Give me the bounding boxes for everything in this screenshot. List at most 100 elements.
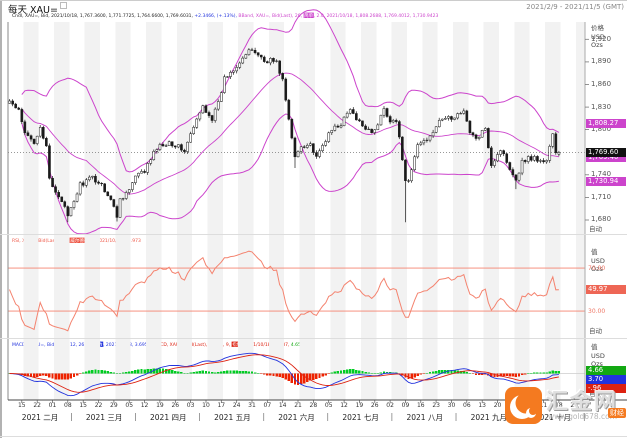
month-label: 2021 二月 [21,413,59,422]
macd-axis-header: 值 USD Ozs [591,343,605,369]
rsi-line-label: 70.00 [588,265,606,273]
day-tick-label: 07 [263,402,272,409]
month-label: 2021 六月 [278,413,315,422]
day-tick-label: 15 [17,402,26,409]
price-tick-label: 1,830 [591,102,612,111]
day-tick-label: 29 [110,402,118,409]
macd-axis-unit: Ozs [591,360,603,368]
day-tick-label: 05 [324,402,333,409]
price-axis-currency: USD [591,32,605,41]
month-label: 2021 八月 [406,413,443,422]
price-axis-unit: Ozs [591,41,603,49]
rsi-axis-title: 值 [591,248,598,256]
rsi-axis-unit: Ozs [591,265,603,273]
day-tick-label: 08 [64,402,72,409]
day-tick-label: 17 [217,402,226,409]
day-tick-label: 19 [355,402,364,409]
day-tick-label: 16 [416,402,425,409]
rsi-axis-currency: USD [591,256,605,265]
month-label: 2021 十月 [534,413,572,422]
price-axis-badge: 1,769.60 [586,148,626,158]
price-tick-label: 1,920 [591,34,612,43]
day-tick-label: 23 [432,402,440,409]
day-tick-label: 21 [294,402,302,409]
day-tick-label: 12 [340,402,348,409]
macd-axis-badge: 4.66 [586,366,626,376]
month-label: 2021 四月 [150,413,187,422]
day-tick-label: 31 [248,402,256,409]
legend-bband-values: , 2.0, 2021/10/18, 1,808.2688, 1,769.401… [313,12,439,18]
day-tick-label: 12 [140,402,149,409]
price-tick-label: 1,860 [591,79,612,88]
day-tick-label: 02 [386,402,394,409]
date-range-label: 2021/2/9 - 2021/11/5 (GMT) [526,3,624,11]
month-separator: | [134,412,137,421]
price-tick-label: 1,680 [591,215,612,224]
macd-axis-title: 值 [591,343,598,351]
price-axis-badge: 1,769.40 [586,153,626,163]
day-tick-label: 03 [186,402,195,409]
rsi-axis-badge: 49.97 [586,285,626,295]
huijin-logo-icon [505,387,542,424]
day-tick-label: 15 [79,402,87,409]
day-tick-label: 22 [33,402,41,409]
month-separator: | [70,412,73,421]
month-label: 2021 七月 [342,413,379,422]
price-tick-label: 1,710 [591,192,612,201]
legend-rsi-type: 威尔德平滑 [69,237,94,243]
price-axis-badge: 1,730.94 [586,177,626,187]
watermark-site-name: 汇金网 [546,390,619,415]
month-separator: | [390,412,394,421]
auto-scale-rsi[interactable]: 自动 [589,327,602,335]
day-tick-label: 13 [478,402,486,409]
watermark: 汇金网 www.gold678.com 财经 [504,384,627,434]
month-label: 2021 三月 [85,413,123,422]
month-separator: | [198,412,201,421]
day-tick-label: 22 [94,402,103,409]
month-separator: | [262,412,265,421]
macd-axis-badge: -.96 [586,384,626,394]
legend-main[interactable]: Cndl, XAU=, Bid, 2021/10/18, 1,767.3600,… [12,12,438,19]
watermark-url: www.gold678.com [548,412,618,421]
legend-hist-value: 4.6594 [290,341,307,347]
rsi-axis-header: 值 USD Ozs [591,248,605,274]
month-separator: | [583,412,586,421]
auto-scale-main[interactable]: 自动 [589,225,602,233]
day-tick-label: 26 [370,402,379,409]
legend-change: +2.3466, (+.13%), [194,12,239,18]
day-tick-label: 10 [202,402,210,409]
price-tick-label: 1,800 [591,125,612,134]
day-tick-label: 11 [539,402,548,409]
day-tick-label: 14 [278,402,287,409]
legend-macd-type: 指数 [231,341,242,347]
day-tick-label: 25 [570,402,579,409]
month-separator: | [326,412,330,421]
price-axis-header: 价格 USD Ozs [591,24,605,50]
day-tick-label: 20 [493,402,502,409]
macd-axis-currency: USD [591,351,605,360]
day-tick-label: 30 [447,402,456,409]
auto-scale-macd[interactable]: 自动 [589,390,602,398]
month-label: 2021 九月 [470,413,508,422]
price-axis-badge: 1,808.27 [586,118,626,128]
legend-bband-prefix: BBand, XAU=, Bid(Last), 26, [238,12,304,18]
watermark-tag: 财经 [608,408,626,418]
price-axis-title: 价格 [591,24,604,32]
day-tick-label: 28 [309,402,318,409]
chart-title-text: 每天 XAU= [8,5,58,17]
price-tick-label: 1,740 [591,170,612,179]
macd-axis-badge: 3.70 [586,375,626,385]
price-tick-label: 1,890 [591,57,612,66]
day-tick-label: 24 [232,402,241,409]
day-tick-label: 05 [125,402,134,409]
chart-title: 每天 XAU= [8,2,67,16]
legend-candle-ohlc: Cndl, XAU=, Bid, 2021/10/18, 1,767.3600,… [12,12,195,18]
day-tick-label: 09 [401,402,410,409]
day-tick-label: 18 [555,402,563,409]
day-tick-label: 19 [156,402,164,409]
legend-bband-type: 简单 [303,12,314,18]
day-tick-label: 26 [171,402,180,409]
ric-menu-icon[interactable] [59,2,67,9]
